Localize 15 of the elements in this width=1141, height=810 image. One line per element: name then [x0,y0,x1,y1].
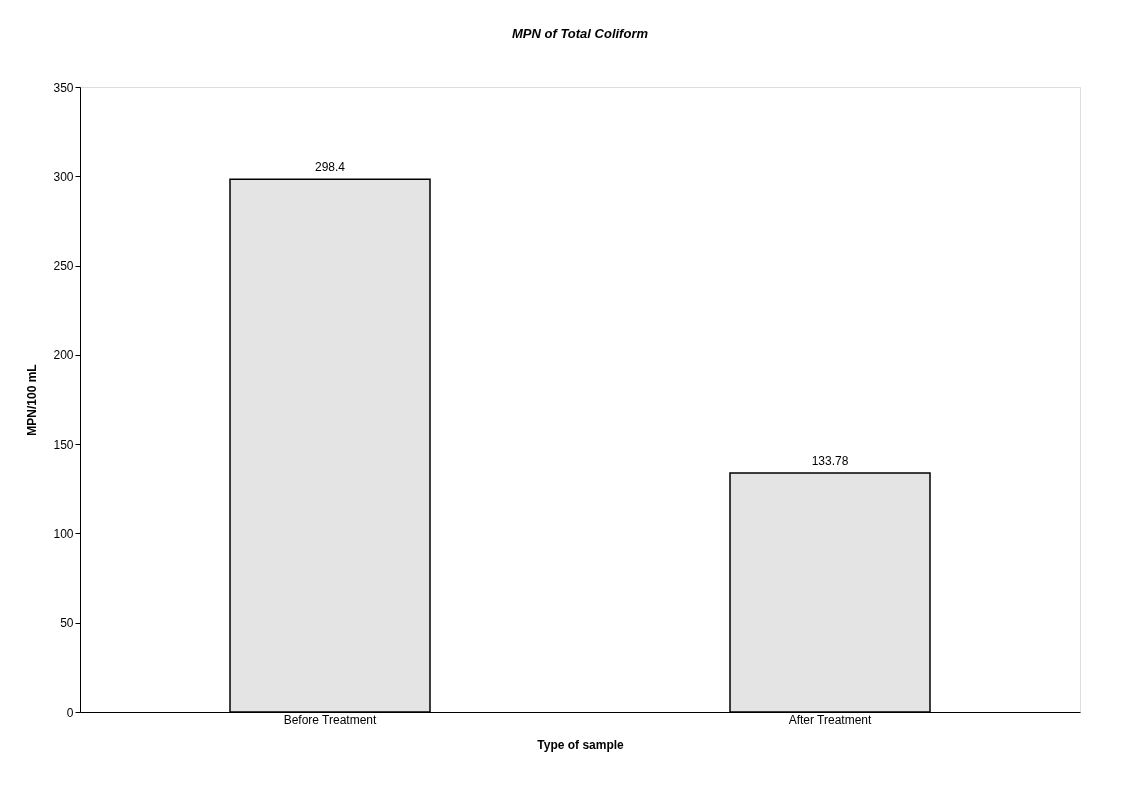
y-axis-title: MPN/100 mL [25,364,40,436]
y-tick-label: 0 [66,705,74,720]
y-tick-label: 300 [53,169,74,184]
y-tick-label: 250 [53,259,74,274]
y-tick-label: 200 [53,348,74,363]
data-label: 133.78 [811,454,849,469]
x-axis-title: Type of sample [537,737,625,752]
x-tick-label: Before Treatment [283,712,378,727]
x-tick-label: After Treatment [788,712,873,727]
y-tick-label: 350 [53,80,74,95]
y-tick-label: 50 [60,616,74,631]
data-label: 298.4 [314,160,346,175]
y-tick-label: 150 [53,437,74,452]
chart-title: MPN of Total Coliform [511,26,649,41]
y-tick-label: 100 [53,526,74,541]
